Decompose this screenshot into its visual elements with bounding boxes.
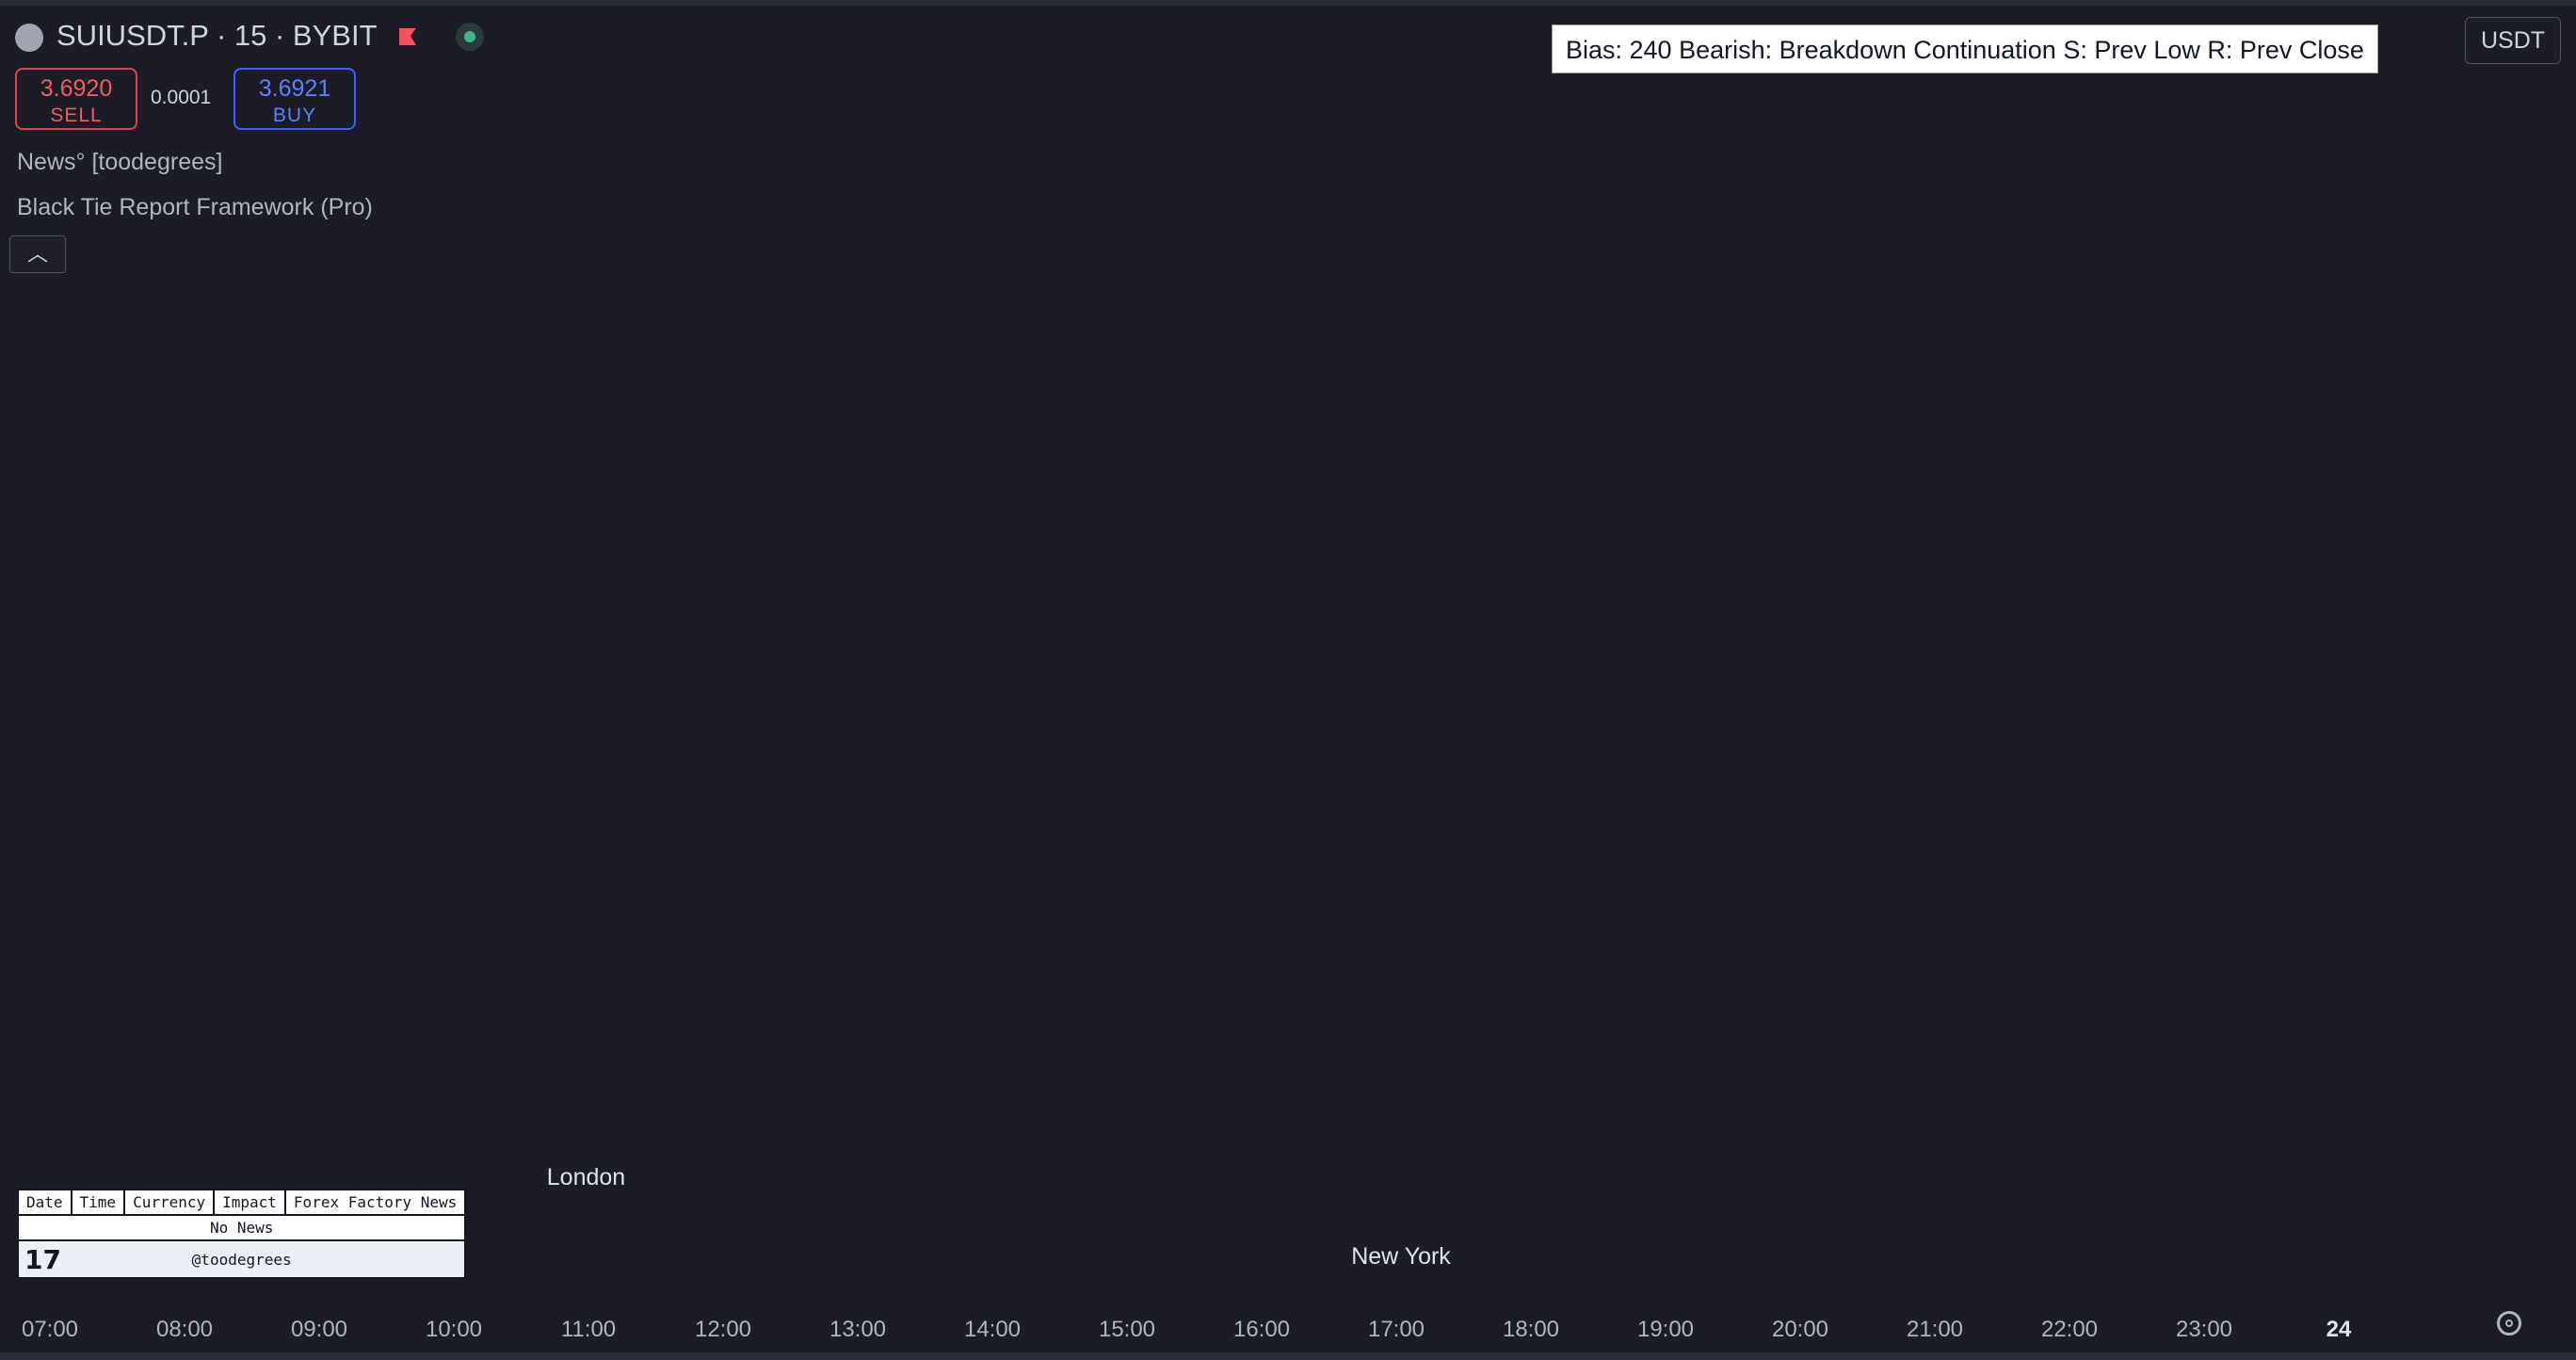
spread-value: 0.0001: [151, 87, 212, 108]
flag-icon[interactable]: [397, 26, 418, 47]
sell-label: SELL: [50, 105, 103, 126]
coin-icon: [15, 24, 43, 52]
x-tick-label: 23:00: [2176, 1317, 2232, 1342]
buy-button[interactable]: 3.6921 BUY: [233, 68, 356, 130]
settings-icon[interactable]: [2497, 1311, 2521, 1336]
collapse-chevron-up-icon[interactable]: ︿: [9, 235, 66, 273]
x-tick-label: 15:00: [1099, 1317, 1155, 1342]
x-tick-label: 18:00: [1503, 1317, 1559, 1342]
news-message: No News: [16, 1214, 467, 1241]
currency-button[interactable]: USDT: [2465, 17, 2561, 64]
news-header-currency: Currency: [123, 1189, 216, 1216]
bias-box: Bias: 240 Bearish: Breakdown Continuatio…: [1552, 24, 2378, 73]
x-tick-label: 22:00: [2041, 1317, 2098, 1342]
indicator-black-tie[interactable]: Black Tie Report Framework (Pro): [17, 194, 373, 220]
x-tick-label: 19:00: [1637, 1317, 1694, 1342]
x-tick-label: 17:00: [1368, 1317, 1425, 1342]
x-tick-label: 11:00: [561, 1317, 616, 1342]
buy-label: BUY: [272, 105, 317, 126]
x-tick-label: 20:00: [1772, 1317, 1828, 1342]
x-tick-label: 14:00: [964, 1317, 1021, 1342]
tradingview-logo-icon: 17: [24, 1244, 61, 1275]
news-credit-row: 17 @toodegrees: [16, 1239, 467, 1279]
news-table: Date Time Currency Impact Forex Factory …: [16, 1189, 467, 1279]
x-tick-label: 07:00: [22, 1317, 78, 1342]
news-header-source: Forex Factory News: [283, 1189, 467, 1216]
x-tick-label: 10:00: [426, 1317, 482, 1342]
x-tick-label: 12:00: [695, 1317, 751, 1342]
session-label-london: London: [547, 1164, 625, 1190]
x-tick-label: 16:00: [1233, 1317, 1290, 1342]
market-status-icon: [456, 23, 484, 51]
sell-button[interactable]: 3.6920 SELL: [15, 68, 137, 130]
news-header-date: Date: [17, 1189, 72, 1216]
x-tick-label: 13:00: [829, 1317, 886, 1342]
news-header-time: Time: [70, 1189, 126, 1216]
session-label-newyork: New York: [1351, 1243, 1451, 1270]
buy-price: 3.6921: [258, 75, 331, 102]
x-tick-label: 09:00: [291, 1317, 347, 1342]
x-tick-label: 21:00: [1907, 1317, 1963, 1342]
x-tick-label: 08:00: [156, 1317, 213, 1342]
sell-price: 3.6920: [40, 75, 113, 102]
news-header-impact: Impact: [213, 1189, 286, 1216]
indicator-news[interactable]: News° [toodegrees]: [17, 149, 223, 175]
news-credit: @toodegrees: [191, 1250, 292, 1269]
bottom-border: [0, 1352, 2576, 1360]
symbol-title[interactable]: SUIUSDT.P · 15 · BYBIT: [56, 19, 378, 52]
x-tick-label: 24: [2326, 1317, 2352, 1342]
